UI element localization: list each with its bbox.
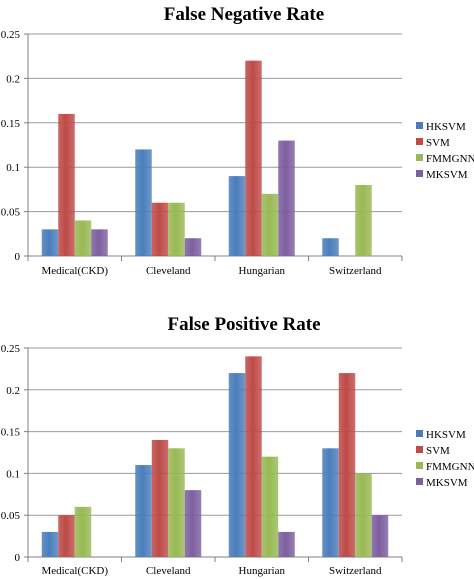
bar-hksvm-medicalckd <box>41 229 59 256</box>
bar-fmmgnn-switzerland <box>355 473 372 557</box>
y-tick-label: 0.2 <box>6 73 20 85</box>
bar-mksvm-cleveland <box>184 238 202 256</box>
y-tick-label: 0.15 <box>1 118 21 130</box>
y-tick-label: 0.25 <box>1 29 21 41</box>
bar-mksvm-hungarian <box>278 531 295 557</box>
bar-mksvm-medicalckd <box>91 229 108 256</box>
legend-swatch <box>416 478 423 485</box>
bar-svm-hungarian <box>245 60 262 256</box>
legend-swatch <box>416 122 423 129</box>
legend-label: MKSVM <box>426 477 468 489</box>
bar-fmmgnn-medicalckd <box>74 220 92 256</box>
chart-title: False Positive Rate <box>167 314 320 335</box>
bar-hksvm-switzerland <box>322 448 339 557</box>
bar-svm-medicalckd <box>58 515 75 557</box>
bar-fmmgnn-cleveland <box>168 448 185 557</box>
bar-fmmgnn-hungarian <box>261 193 279 256</box>
y-tick-label: 0 <box>15 552 21 564</box>
chart-2: False Positive Rate 0 0.05 0.1 0.15 0.2 0.25 Me… <box>1 314 474 577</box>
bar-mksvm-cleveland <box>184 490 202 557</box>
x-category-label: Switzerland <box>329 265 382 277</box>
bar-mksvm-switzerland <box>371 515 389 557</box>
y-tick-label: 0.25 <box>1 343 21 355</box>
legend-label: MKSVM <box>426 169 468 181</box>
chart-title: False Negative Rate <box>164 4 324 25</box>
bar-fmmgnn-switzerland <box>355 184 372 256</box>
legend-label: FMMGNN <box>426 461 474 473</box>
x-category-label: Switzerland <box>329 565 382 577</box>
y-tick-label: 0 <box>15 251 21 263</box>
bar-svm-switzerland <box>338 373 356 557</box>
legend-swatch <box>416 138 423 145</box>
x-category-label: Hungarian <box>239 265 286 277</box>
legend-swatch <box>416 462 423 469</box>
legend-swatch <box>416 170 423 177</box>
bar-fmmgnn-hungarian <box>261 456 279 557</box>
x-category-label: Medical(CKD) <box>41 565 108 577</box>
x-category-label: Cleveland <box>146 265 191 277</box>
bar-fmmgnn-medicalckd <box>74 506 92 557</box>
y-tick-label: 0.1 <box>6 162 20 174</box>
legend-label: FMMGNN <box>426 153 474 165</box>
legend-label: HKSVM <box>426 121 466 133</box>
bar-svm-medicalckd <box>58 113 75 256</box>
legend-swatch <box>416 430 423 437</box>
x-category-label: Medical(CKD) <box>41 265 108 277</box>
x-category-label: Hungarian <box>239 565 286 577</box>
bar-svm-cleveland <box>151 439 169 557</box>
y-tick-label: 0.05 <box>1 510 21 522</box>
chart-1: False Negative Rate 0 0.05 0.1 0.15 0.2 0.25 Me… <box>1 4 474 277</box>
bar-mksvm-hungarian <box>278 140 295 256</box>
legend-swatch <box>416 446 423 453</box>
bar-hksvm-cleveland <box>135 465 152 557</box>
bar-hksvm-cleveland <box>135 149 152 256</box>
y-tick-label: 0.15 <box>1 427 21 439</box>
y-tick-label: 0.1 <box>6 468 20 480</box>
bar-hksvm-hungarian <box>228 373 246 557</box>
bar-hksvm-switzerland <box>322 238 339 256</box>
legend-label: HKSVM <box>426 429 466 441</box>
bar-fmmgnn-cleveland <box>168 202 185 256</box>
legend-swatch <box>416 154 423 161</box>
bar-hksvm-hungarian <box>228 176 246 256</box>
legend-label: SVM <box>426 137 450 149</box>
x-category-label: Cleveland <box>146 565 191 577</box>
y-tick-label: 0.05 <box>1 207 21 219</box>
bar-svm-hungarian <box>245 356 262 557</box>
bar-svm-cleveland <box>151 202 169 256</box>
y-tick-label: 0.2 <box>6 385 20 397</box>
legend-label: SVM <box>426 445 450 457</box>
bar-hksvm-medicalckd <box>41 531 59 557</box>
